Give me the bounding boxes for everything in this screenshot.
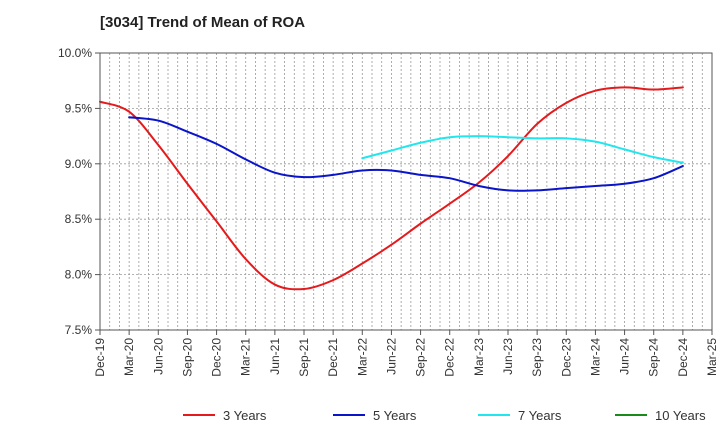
x-tick-label: Mar-21 [239,338,253,376]
legend: 3 Years 5 Years 7 Years 10 Years [183,408,706,423]
x-tick-label: Jun-21 [268,338,282,375]
x-tick-label: Sep-21 [297,338,311,377]
x-tick-label: Mar-25 [705,338,719,376]
series-lines [99,86,684,291]
y-tick-label: 9.0% [65,157,93,171]
y-tick-label: 7.5% [65,323,93,337]
x-tick-label: Sep-24 [647,338,661,377]
series-line-5-years [128,116,684,192]
x-tick-label: Jun-20 [151,338,165,375]
y-tick-label: 8.0% [65,268,93,282]
x-tick-label: Dec-22 [443,338,457,377]
x-tick-label: Dec-21 [326,338,340,377]
legend-label-7-years: 7 Years [518,408,562,423]
plot-background [100,53,712,330]
y-tick-label: 8.5% [65,212,93,226]
series-line-7-years [361,135,684,164]
x-tick-label: Dec-20 [210,338,224,377]
x-tick-label: Sep-22 [414,338,428,377]
x-axis-ticks: Dec-19 Mar-20 Jun-20 Sep-20 Dec-20 Mar-21 Jun-… [93,330,719,377]
x-tick-label: Dec-24 [676,338,690,377]
x-tick-label: Mar-22 [355,338,369,376]
x-tick-label: Jun-22 [384,338,398,375]
chart-title: [3034] Trend of Mean of ROA [100,14,306,31]
x-tick-label: Sep-23 [530,338,544,377]
y-axis-ticks: 7.5% 8.0% 8.5% 9.0% 9.5% 10.0% [58,46,100,337]
x-tick-label: Sep-20 [180,338,194,377]
legend-label-10-years: 10 Years [655,408,706,423]
x-tick-label: Jun-24 [618,338,632,375]
x-tick-label: Dec-23 [559,338,573,377]
y-tick-label: 9.5% [65,101,93,115]
plot-frame [99,52,713,331]
legend-label-3-years: 3 Years [223,408,267,423]
series-line-3-years [99,86,684,291]
grid-lines [100,53,712,330]
legend-label-5-years: 5 Years [373,408,417,423]
x-tick-label: Mar-20 [122,338,136,376]
x-tick-label: Mar-23 [472,338,486,376]
y-tick-label: 10.0% [58,46,92,60]
x-tick-label: Mar-24 [588,338,602,376]
x-tick-label: Jun-23 [501,338,515,375]
x-tick-label: Dec-19 [93,338,107,377]
